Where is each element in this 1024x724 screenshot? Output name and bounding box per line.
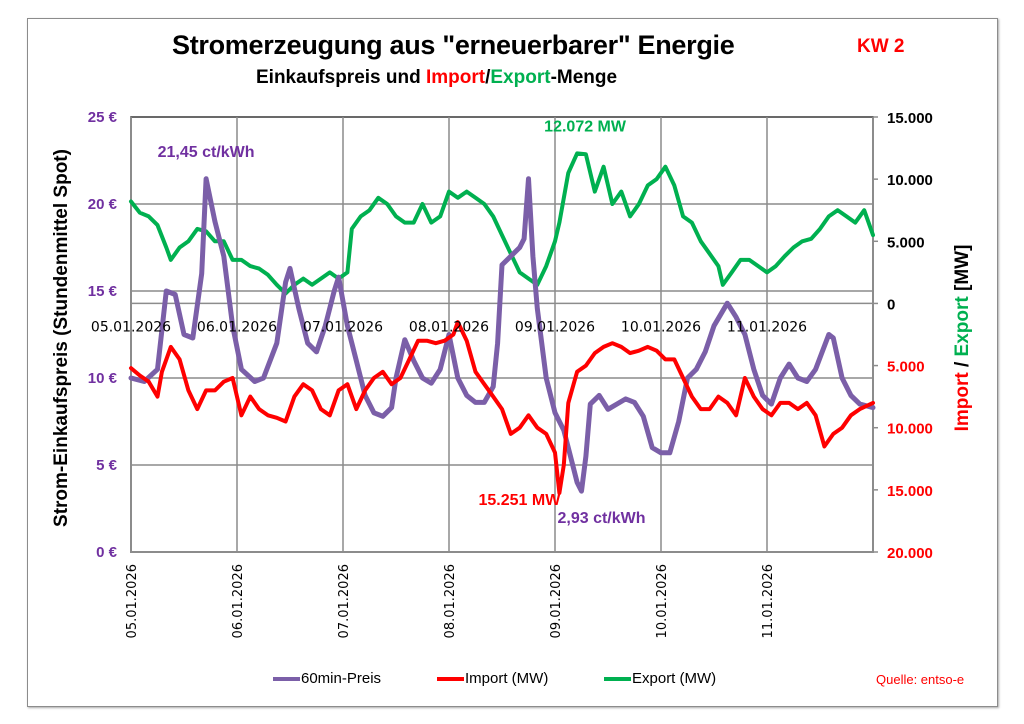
y-tick-right: 10.000 — [887, 172, 933, 189]
subtitle-text: Einkaufspreis und — [256, 67, 426, 88]
y-tick-left: 15 € — [88, 283, 118, 300]
legend-swatch-price — [273, 677, 300, 682]
annotation-label: 15.251 MW — [479, 492, 562, 509]
chart-title: Stromerzeugung aus "erneuerbarer" Energi… — [172, 30, 735, 60]
y-tick-left: 10 € — [88, 370, 118, 387]
tick-labels: 0 € 5 € 10 € 15 € 20 € 25 € 15.000 10.000 5.000 0… — [88, 109, 933, 638]
legend-item-price: 60min-Preis — [273, 670, 381, 687]
series-lines — [128, 151, 876, 495]
y-tick-left: 5 € — [96, 457, 118, 474]
y-tick-left: 25 € — [88, 109, 118, 126]
x-tick-label-mid: 08.01.2026 — [409, 319, 489, 335]
subtitle-slash: / — [485, 67, 491, 88]
legend-label-price: 60min-Preis — [301, 670, 382, 687]
y-tick-right: 5.000 — [887, 359, 925, 376]
x-tick-label-mid: 07.01.2026 — [303, 319, 383, 335]
legend-swatch-export — [604, 677, 631, 682]
week-badge: KW 2 — [857, 36, 905, 57]
y-tick-left: 0 € — [96, 544, 118, 561]
legend-swatch-import — [437, 677, 464, 682]
subtitle-export: Export — [490, 67, 551, 88]
source-note: Quelle: entso-e — [876, 672, 965, 687]
chart-subtitle: Einkaufspreis und Import/Export-Menge — [256, 67, 617, 89]
y-tick-right: 5.000 — [887, 234, 925, 251]
x-tick-label: 11.01.2026 — [761, 564, 776, 638]
annotations: 21,45 ct/kWh 12.072 MW 15.251 MW2,93 ct/kW… — [158, 118, 646, 527]
annotation-label: 21,45 ct/kWh — [158, 144, 255, 161]
series-import — [129, 320, 875, 495]
x-tick-label: 08.01.2026 — [443, 564, 458, 638]
y-tick-left: 20 € — [88, 196, 118, 213]
legend-item-import: Import (MW) — [437, 670, 548, 687]
series-export — [129, 151, 875, 296]
x-tick-label: 07.01.2026 — [337, 564, 352, 638]
subtitle-suffix: -Menge — [550, 67, 618, 88]
legend-label-import: Import (MW) — [465, 670, 549, 687]
x-tick-label: 06.01.2026 — [231, 564, 246, 638]
y-tick-right: 15.000 — [887, 110, 933, 127]
x-tick-label-mid: 11.01.2026 — [727, 319, 807, 335]
x-tick-label-mid: 10.01.2026 — [621, 319, 701, 335]
x-tick-label: 05.01.2026 — [125, 564, 140, 638]
y-tick-right: 0 — [887, 296, 895, 313]
y-tick-right: 20.000 — [887, 545, 933, 562]
series-price — [128, 176, 876, 494]
x-tick-label-mid: 06.01.2026 — [197, 319, 277, 335]
annotation-label: 2,93 ct/kWh — [557, 510, 645, 527]
annotation-label: 12.072 MW — [544, 118, 627, 135]
subtitle-import: Import — [425, 67, 486, 88]
x-tick-label-mid: 05.01.2026 — [91, 319, 171, 335]
x-tick-label-mid: 09.01.2026 — [515, 319, 595, 335]
x-tick-label: 10.01.2026 — [655, 564, 670, 638]
y-tick-right: 10.000 — [887, 421, 933, 438]
legend-label-export: Export (MW) — [632, 670, 717, 687]
x-tick-label: 09.01.2026 — [549, 564, 564, 638]
y-tick-right: 15.000 — [887, 483, 933, 500]
legend-item-export: Export (MW) — [604, 670, 716, 687]
